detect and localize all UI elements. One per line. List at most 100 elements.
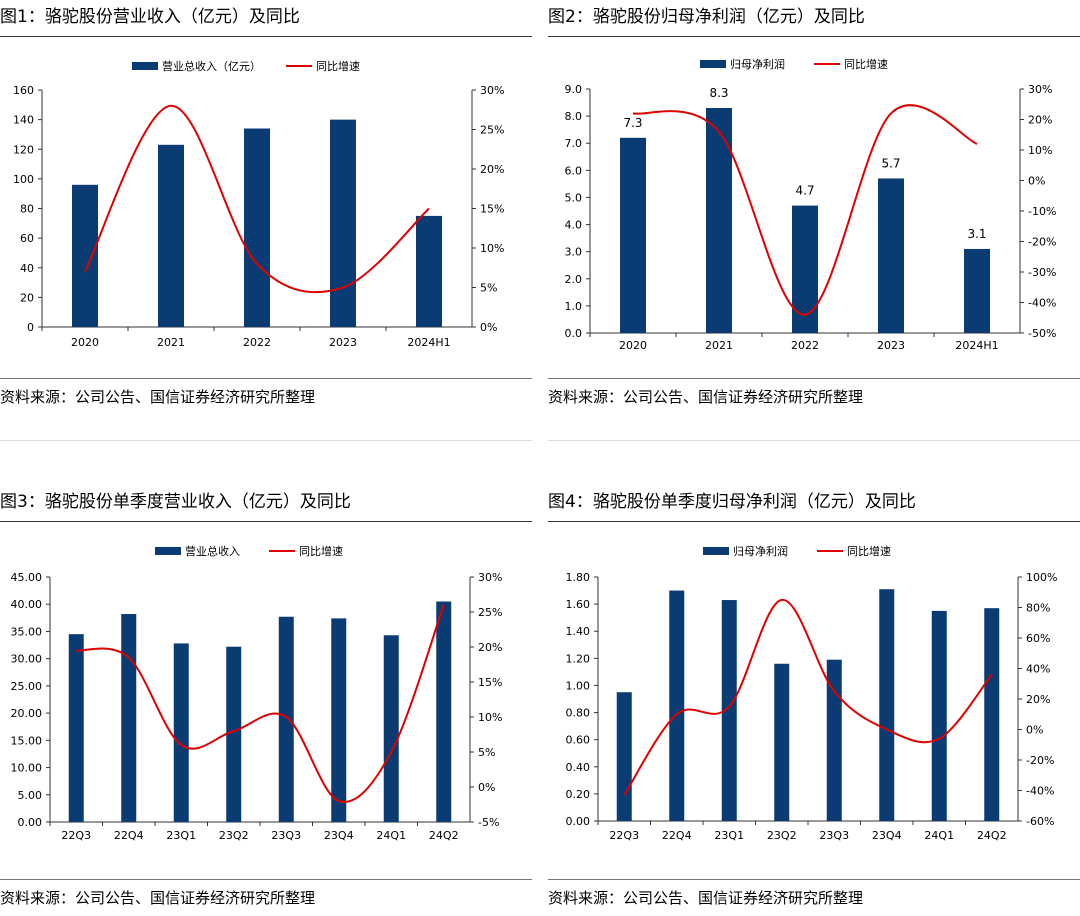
- y-tick-label-left: 3.0: [565, 246, 583, 259]
- x-tick-label: 24Q1: [376, 829, 406, 842]
- legend-bar-label: 归母净利润: [730, 57, 785, 71]
- y-tick-label-left: 1.20: [566, 652, 591, 665]
- y-tick-label-left: 1.0: [565, 300, 583, 313]
- y-tick-label-left: 9.0: [565, 83, 583, 96]
- y-tick-label-right: -20%: [1028, 236, 1056, 249]
- chart-svg: 归母净利润同比增速0.01.02.03.04.05.06.07.08.09.0-…: [548, 0, 1080, 375]
- bar: [932, 611, 947, 821]
- chart-svg: 营业总收入同比增速0.005.0010.0015.0020.0025.0030.…: [0, 485, 532, 877]
- x-tick-label: 23Q2: [767, 829, 797, 842]
- panel-divider: [548, 414, 1080, 441]
- bar: [279, 617, 294, 822]
- bar: [620, 138, 646, 333]
- y-tick-label-left: 20.00: [11, 707, 43, 720]
- y-tick-label-left: 0.40: [566, 761, 591, 774]
- data-label: 3.1: [967, 227, 986, 241]
- y-tick-label-left: 60: [20, 232, 34, 245]
- y-tick-label-left: 160: [13, 84, 34, 97]
- y-tick-label-right: 10%: [478, 711, 502, 724]
- data-label: 5.7: [881, 156, 900, 170]
- legend-bar-label: 营业总收入（亿元）: [162, 59, 261, 73]
- y-tick-label-right: 0%: [1028, 175, 1045, 188]
- x-tick-label: 2022: [791, 339, 819, 352]
- legend-line-label: 同比增速: [847, 544, 891, 558]
- y-tick-label-left: 6.0: [565, 164, 583, 177]
- y-tick-label-left: 120: [13, 143, 34, 156]
- y-tick-label-left: 30.00: [11, 653, 43, 666]
- bar: [226, 647, 241, 822]
- x-tick-label: 2023: [329, 336, 357, 349]
- bar: [384, 635, 399, 822]
- bar: [174, 643, 189, 822]
- y-tick-label-left: 10.00: [11, 762, 43, 775]
- x-tick-label: 23Q4: [872, 829, 902, 842]
- y-tick-label-right: 0%: [1026, 724, 1043, 737]
- x-tick-label: 22Q3: [61, 829, 91, 842]
- y-tick-label-left: 0.0: [565, 327, 583, 340]
- x-tick-label: 22Q4: [114, 829, 144, 842]
- bar: [331, 618, 346, 822]
- y-tick-label-left: 0.20: [566, 788, 591, 801]
- y-tick-label-left: 4.0: [565, 219, 583, 232]
- y-tick-label-right: 25%: [478, 606, 502, 619]
- bar: [964, 249, 990, 333]
- y-tick-label-left: 1.40: [566, 625, 591, 638]
- x-tick-label: 23Q1: [714, 829, 744, 842]
- y-tick-label-left: 80: [20, 203, 34, 216]
- chart-source: 资料来源：公司公告、国信证券经济研究所整理: [0, 879, 532, 916]
- x-tick-label: 22Q3: [609, 829, 639, 842]
- bar: [121, 614, 136, 822]
- bar: [774, 664, 789, 821]
- y-tick-label-right: -50%: [1028, 327, 1056, 340]
- y-tick-label-left: 0.00: [566, 815, 591, 828]
- x-tick-label: 23Q3: [271, 829, 301, 842]
- data-label: 7.3: [623, 116, 642, 130]
- y-tick-label-right: 0%: [478, 781, 495, 794]
- bar: [436, 602, 451, 823]
- y-tick-label-left: 1.00: [566, 679, 591, 692]
- x-tick-label: 2021: [705, 339, 733, 352]
- bar: [72, 185, 98, 327]
- x-tick-label: 23Q1: [166, 829, 196, 842]
- y-tick-label-right: 20%: [480, 163, 504, 176]
- x-tick-label: 2023: [877, 339, 905, 352]
- x-tick-label: 2022: [243, 336, 271, 349]
- y-tick-label-left: 0.60: [566, 734, 591, 747]
- y-tick-label-right: -5%: [478, 816, 499, 829]
- y-tick-label-left: 5.0: [565, 191, 583, 204]
- x-tick-label: 2021: [157, 336, 185, 349]
- y-tick-label-right: 5%: [480, 282, 497, 295]
- bar: [878, 178, 904, 333]
- x-tick-label: 23Q2: [219, 829, 249, 842]
- y-tick-label-right: 10%: [480, 242, 504, 255]
- bar: [69, 634, 84, 822]
- x-tick-label: 2024H1: [407, 336, 450, 349]
- data-label: 8.3: [709, 86, 728, 100]
- x-tick-label: 2020: [619, 339, 647, 352]
- y-tick-label-right: 30%: [478, 571, 502, 584]
- y-tick-label-left: 140: [13, 114, 34, 127]
- y-tick-label-right: -60%: [1026, 815, 1054, 828]
- y-tick-label-left: 25.00: [11, 680, 43, 693]
- legend-bar-swatch: [155, 547, 181, 555]
- bar: [984, 608, 999, 821]
- y-tick-label-left: 1.80: [566, 571, 591, 584]
- y-tick-label-left: 35.00: [11, 625, 43, 638]
- y-tick-label-right: -40%: [1026, 785, 1054, 798]
- y-tick-label-left: 8.0: [565, 110, 583, 123]
- chart-source: 资料来源：公司公告、国信证券经济研究所整理: [548, 378, 1080, 415]
- x-tick-label: 24Q2: [977, 829, 1007, 842]
- y-tick-label-left: 2.0: [565, 273, 583, 286]
- chart-svg: 归母净利润同比增速0.000.200.400.600.801.001.201.4…: [548, 485, 1080, 877]
- x-tick-label: 2024H1: [955, 339, 998, 352]
- legend-line-label: 同比增速: [844, 57, 888, 71]
- legend-bar-label: 归母净利润: [733, 544, 788, 558]
- bar: [416, 216, 442, 327]
- y-tick-label-right: -40%: [1028, 297, 1056, 310]
- y-tick-label-right: 5%: [478, 746, 495, 759]
- y-tick-label-right: 15%: [480, 203, 504, 216]
- y-tick-label-right: 20%: [478, 641, 502, 654]
